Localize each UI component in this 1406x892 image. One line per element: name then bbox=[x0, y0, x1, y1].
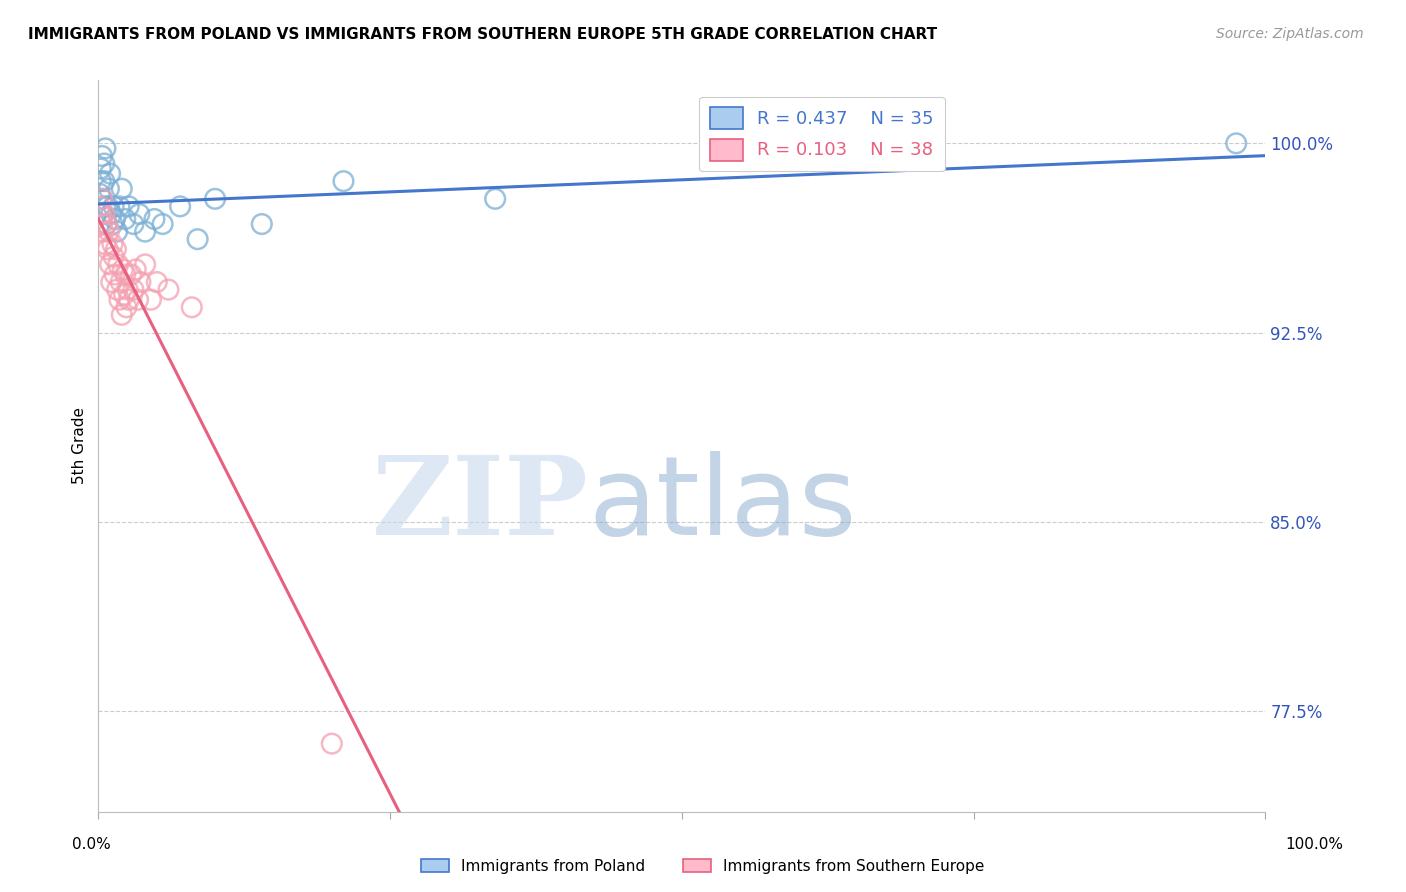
Point bbox=[169, 199, 191, 213]
Point bbox=[89, 186, 111, 201]
Text: Source: ZipAtlas.com: Source: ZipAtlas.com bbox=[1216, 27, 1364, 41]
Point bbox=[89, 199, 111, 213]
Point bbox=[204, 192, 226, 206]
Text: atlas: atlas bbox=[589, 451, 858, 558]
Point bbox=[96, 217, 118, 231]
Point bbox=[90, 217, 112, 231]
Point bbox=[114, 268, 136, 282]
Point bbox=[122, 217, 145, 231]
Point bbox=[139, 293, 162, 307]
Point bbox=[91, 225, 114, 239]
Point bbox=[146, 275, 169, 289]
Point bbox=[97, 182, 120, 196]
Point bbox=[105, 283, 128, 297]
Point bbox=[96, 217, 118, 231]
Point bbox=[100, 207, 122, 221]
Point bbox=[332, 174, 354, 188]
Point bbox=[118, 293, 141, 307]
Point bbox=[94, 141, 117, 155]
Point bbox=[134, 257, 156, 271]
Text: 100.0%: 100.0% bbox=[1285, 837, 1344, 852]
Point bbox=[157, 283, 180, 297]
Point bbox=[108, 293, 131, 307]
Point bbox=[143, 212, 166, 227]
Point bbox=[90, 192, 112, 206]
Point bbox=[115, 300, 138, 314]
Point bbox=[125, 262, 148, 277]
Y-axis label: 5th Grade: 5th Grade bbox=[72, 408, 87, 484]
Point bbox=[152, 217, 174, 231]
Point bbox=[127, 293, 149, 307]
Point bbox=[97, 199, 120, 213]
Text: ZIP: ZIP bbox=[371, 451, 589, 558]
Point bbox=[1225, 136, 1247, 151]
Point bbox=[103, 199, 125, 213]
Point bbox=[93, 156, 115, 170]
Point bbox=[128, 207, 150, 221]
Point bbox=[118, 199, 141, 213]
Point bbox=[321, 737, 343, 751]
Point bbox=[111, 308, 134, 322]
Point bbox=[187, 232, 209, 246]
Point bbox=[90, 149, 112, 163]
Point bbox=[110, 275, 132, 289]
Point bbox=[94, 199, 117, 213]
Text: IMMIGRANTS FROM POLAND VS IMMIGRANTS FROM SOUTHERN EUROPE 5TH GRADE CORRELATION : IMMIGRANTS FROM POLAND VS IMMIGRANTS FRO… bbox=[28, 27, 938, 42]
Point bbox=[129, 275, 152, 289]
Point bbox=[90, 161, 112, 176]
Point bbox=[484, 192, 506, 206]
Point bbox=[90, 207, 112, 221]
Point bbox=[97, 225, 120, 239]
Point bbox=[94, 237, 117, 252]
Point bbox=[108, 199, 131, 213]
Point bbox=[111, 262, 134, 277]
Point bbox=[114, 212, 136, 227]
Point bbox=[101, 217, 124, 231]
Point bbox=[122, 283, 145, 297]
Point bbox=[93, 207, 115, 221]
Legend: R = 0.437    N = 35, R = 0.103    N = 38: R = 0.437 N = 35, R = 0.103 N = 38 bbox=[699, 96, 945, 171]
Point bbox=[104, 268, 127, 282]
Point bbox=[97, 242, 120, 256]
Point bbox=[98, 257, 121, 271]
Point bbox=[93, 174, 115, 188]
Point bbox=[107, 257, 129, 271]
Text: 0.0%: 0.0% bbox=[72, 837, 111, 852]
Point bbox=[98, 167, 121, 181]
Point bbox=[90, 192, 112, 206]
Point bbox=[90, 174, 112, 188]
Point bbox=[117, 283, 139, 297]
Point bbox=[105, 225, 128, 239]
Point bbox=[111, 182, 134, 196]
Point bbox=[104, 242, 127, 256]
Point bbox=[104, 212, 127, 227]
Point bbox=[100, 275, 122, 289]
Point bbox=[134, 225, 156, 239]
Point bbox=[180, 300, 202, 314]
Point bbox=[91, 207, 114, 221]
Point bbox=[112, 287, 135, 301]
Point bbox=[103, 250, 125, 264]
Legend: Immigrants from Poland, Immigrants from Southern Europe: Immigrants from Poland, Immigrants from … bbox=[415, 853, 991, 880]
Point bbox=[250, 217, 273, 231]
Point bbox=[101, 237, 124, 252]
Point bbox=[120, 268, 142, 282]
